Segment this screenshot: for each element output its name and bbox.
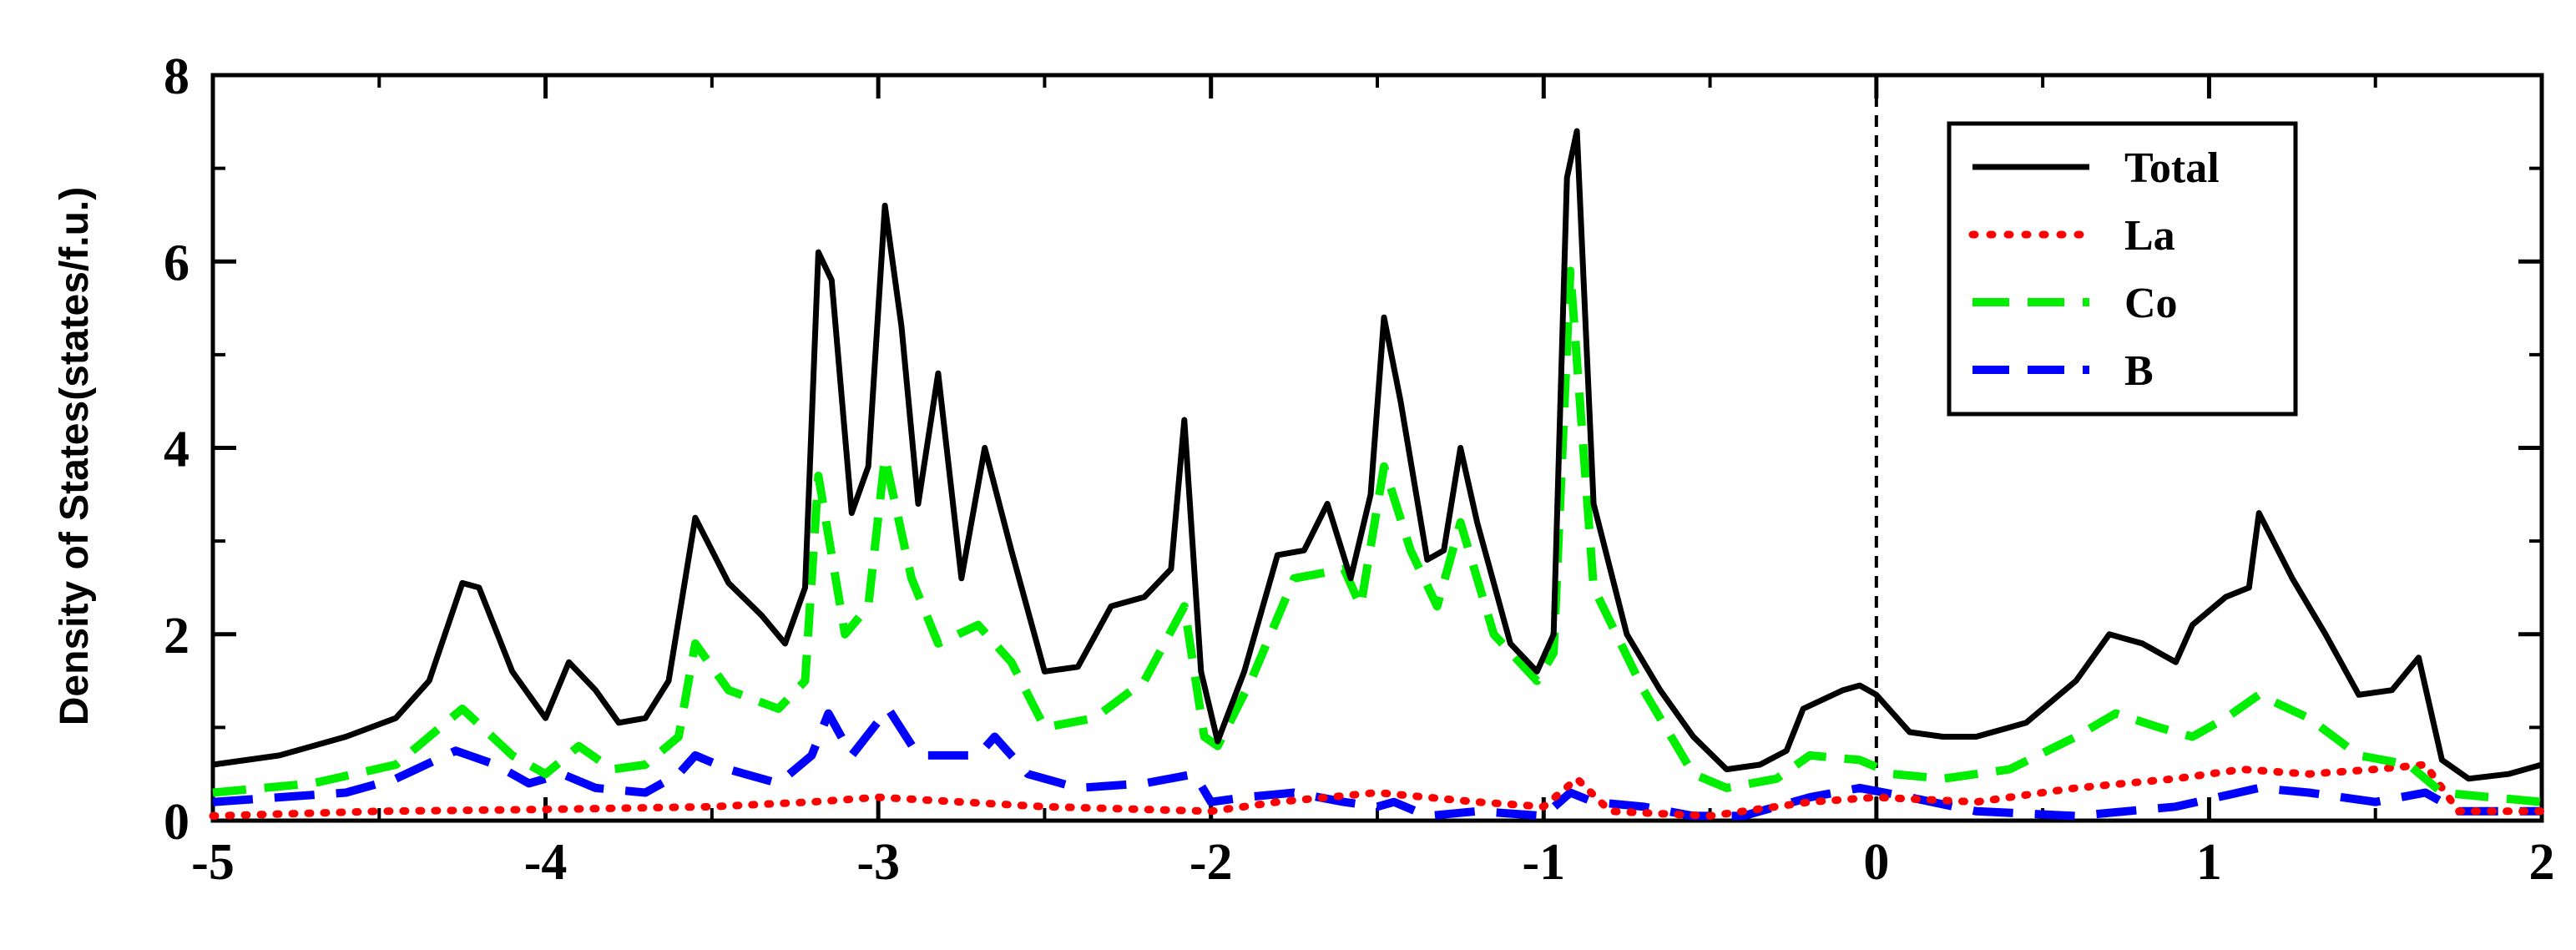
legend: Total La Co B — [1947, 121, 2298, 417]
series-line-co — [212, 266, 2543, 806]
legend-label-co: Co — [2124, 280, 2178, 327]
y-tick-label: 2 — [164, 608, 189, 664]
series-line-total — [212, 128, 2543, 782]
x-tick-label: -1 — [1522, 834, 1565, 891]
series-layer — [209, 128, 2546, 821]
y-tick-label: 0 — [164, 794, 189, 851]
x-tick-label: -4 — [524, 834, 568, 891]
y-tick-label: 6 — [164, 235, 189, 291]
x-tick-label: -2 — [1190, 834, 1233, 891]
series-line-la — [209, 761, 2546, 820]
x-tick-label: -3 — [856, 834, 900, 891]
legend-label-b: B — [2124, 347, 2154, 395]
legend-label-total: Total — [2124, 144, 2220, 192]
y-axis-title: Density of States(states/f.u.) — [53, 187, 97, 725]
y-tick-label: 8 — [164, 48, 189, 105]
legend-label-la: La — [2124, 212, 2175, 260]
y-tick-label: 4 — [164, 422, 189, 478]
x-tick-label: 0 — [1863, 834, 1889, 891]
series-line-b — [212, 705, 2542, 821]
x-tick-label: -5 — [191, 834, 235, 891]
x-tick-label: 1 — [2196, 834, 2222, 891]
x-tick-label: 2 — [2529, 834, 2555, 891]
